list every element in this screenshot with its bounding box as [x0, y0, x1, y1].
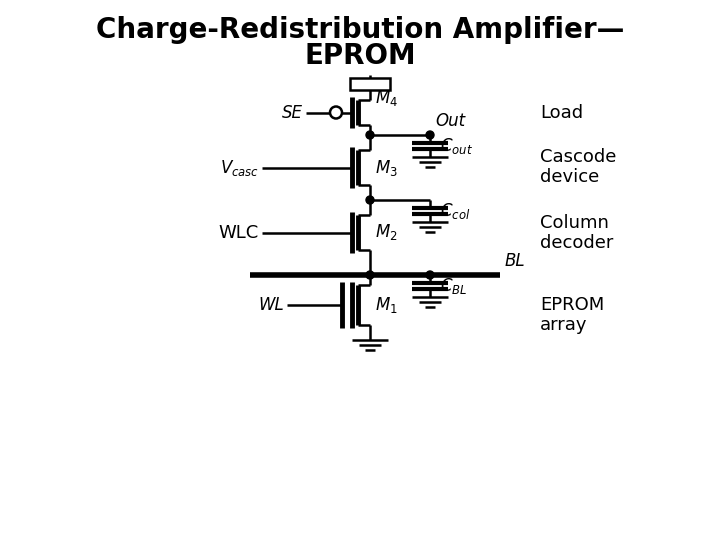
Text: SE: SE: [282, 104, 303, 122]
Text: decoder: decoder: [540, 233, 613, 252]
Text: EPROM: EPROM: [304, 42, 416, 70]
Text: $M_4$: $M_4$: [375, 89, 398, 109]
Text: WLC: WLC: [219, 224, 259, 241]
Text: Out: Out: [435, 112, 465, 130]
Circle shape: [426, 271, 434, 279]
Text: $C_{out}$: $C_{out}$: [440, 136, 473, 156]
Text: $M_3$: $M_3$: [375, 158, 398, 178]
Text: Cascode: Cascode: [540, 148, 616, 166]
Text: $C_{BL}$: $C_{BL}$: [440, 276, 467, 296]
Text: BL: BL: [505, 252, 526, 270]
Circle shape: [426, 131, 434, 139]
Text: Load: Load: [540, 104, 583, 122]
Circle shape: [366, 131, 374, 139]
Text: device: device: [540, 168, 599, 186]
Text: $V_{casc}$: $V_{casc}$: [220, 158, 259, 178]
Text: $M_2$: $M_2$: [375, 222, 397, 242]
Text: Charge-Redistribution Amplifier—: Charge-Redistribution Amplifier—: [96, 16, 624, 44]
Bar: [350, 78, 390, 90]
Circle shape: [366, 271, 374, 279]
Text: Column: Column: [540, 213, 609, 232]
Text: $M_1$: $M_1$: [375, 295, 397, 315]
Text: $C_{col}$: $C_{col}$: [440, 201, 470, 221]
Text: WL: WL: [258, 296, 284, 314]
Circle shape: [366, 196, 374, 204]
Text: array: array: [540, 316, 588, 334]
Text: EPROM: EPROM: [540, 296, 604, 314]
